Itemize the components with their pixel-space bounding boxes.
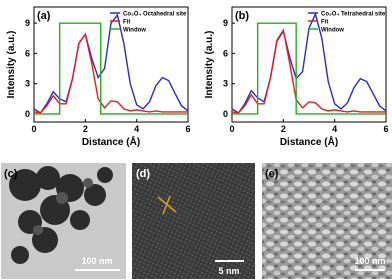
y-axis-label: Intensity (a.u.) xyxy=(6,31,17,99)
image-d xyxy=(132,163,255,279)
y-tick-label: 0 xyxy=(25,109,30,119)
x-tick-label: 6 xyxy=(185,124,190,134)
legend-label: Co₃O₄ Octahedral site xyxy=(123,12,187,18)
series-line xyxy=(33,32,188,114)
legend-label: Co₃O₄ Tetrahedral site xyxy=(321,12,386,18)
legend-label: Fit xyxy=(321,20,328,26)
series-line xyxy=(34,22,188,115)
panel-label: (d) xyxy=(136,168,150,180)
scale-bar-label: 100 nm xyxy=(81,256,112,266)
plot-frame xyxy=(231,6,387,123)
panel-label: (b) xyxy=(235,10,249,22)
annotation xyxy=(162,195,171,215)
x-tick-label: 4 xyxy=(134,124,139,134)
x-tick-label: 0 xyxy=(31,124,36,134)
x-tick-label: 4 xyxy=(332,124,337,134)
series-line xyxy=(231,28,386,114)
panel-label: (a) xyxy=(37,10,51,22)
x-tick-label: 6 xyxy=(383,124,388,134)
y-tick-label: 6 xyxy=(223,48,228,58)
y-tick-label: 6 xyxy=(25,48,30,58)
legend-label: Fit xyxy=(123,20,130,26)
panel-label: (c) xyxy=(4,168,18,180)
x-tick-label: 2 xyxy=(83,124,88,134)
panel-label: (e) xyxy=(265,168,279,180)
legend-label: Window xyxy=(321,28,344,34)
x-axis-label: Distance (Å) xyxy=(82,135,140,148)
series-line xyxy=(232,22,386,115)
y-tick-label: 9 xyxy=(223,18,228,28)
x-tick-label: 2 xyxy=(281,124,286,134)
scale-bar-label: 100 nm xyxy=(354,256,385,266)
legend-label: Window xyxy=(123,28,146,34)
y-tick-label: 0 xyxy=(223,109,228,119)
image-e xyxy=(262,163,392,279)
plot-frame xyxy=(33,6,189,123)
x-tick-label: 0 xyxy=(229,124,234,134)
y-tick-label: 3 xyxy=(25,79,30,89)
x-axis-label: Distance (Å) xyxy=(280,135,338,148)
y-axis-label: Intensity (a.u.) xyxy=(204,31,215,99)
particle-edges xyxy=(33,178,93,235)
y-tick-label: 9 xyxy=(25,18,30,28)
scale-bar-label: 5 nm xyxy=(218,266,239,276)
y-tick-label: 3 xyxy=(223,79,228,89)
